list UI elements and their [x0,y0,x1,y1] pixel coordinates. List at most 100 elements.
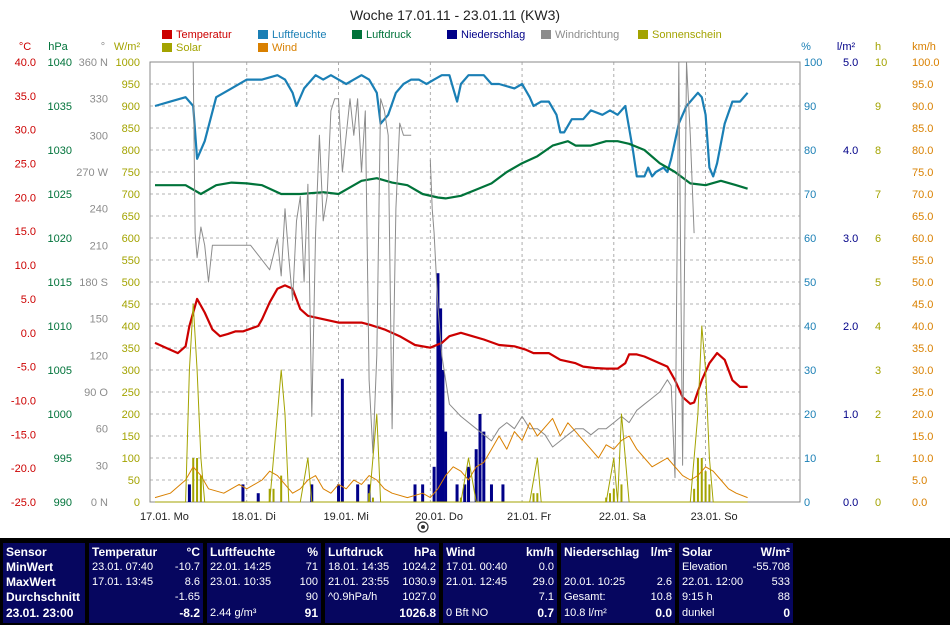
axis-tick-left: 1010 [48,321,72,333]
x-axis-label: 20.01. Do [415,511,463,523]
axis-tick-left: 900 [122,101,140,113]
axis-tick-right: 100.0 [912,57,940,69]
bar-niederschlag [441,370,445,502]
bar-niederschlag [474,449,478,502]
niederschlag-max-time: 20.01. 10:25 [564,576,626,588]
axis-tick-right: 2.0 [843,321,858,333]
axis-tick-right: 85.0 [912,123,933,135]
temperatur-max-time: 17.01. 13:45 [92,576,154,588]
axis-tick-left: 1030 [48,145,72,157]
axis-tick-left: 990 [54,497,72,509]
axis-tick-left: 300 [122,365,140,377]
stats-panel-sensor: Sensor MinWert MaxWert Durchschnitt 23.0… [3,543,85,623]
axis-tick-left: 240 [90,204,108,216]
axis-tick-left: 30.0 [15,125,36,137]
luftdruck-max: 1030.9 [402,576,436,588]
bar-niederschlag [356,484,360,502]
bar-solar [199,475,202,502]
axis-tick-left: 270 W [76,167,108,179]
legend-label: Solar [176,42,202,54]
bar-niederschlag [241,484,245,502]
luftfeuchte-unit: % [307,545,318,559]
solar-sun-hours: 9:15 h [682,591,713,603]
bar-niederschlag [489,484,493,502]
axis-tick-left: 15.0 [15,226,36,238]
luftdruck-min-time: 18.01. 14:35 [328,561,390,573]
stats-panel-wind: Wind km/h 17.01. 00:40 0.0 21.01. 12:45 29.… [443,543,557,623]
temperatur-current: -8.2 [179,606,200,620]
axis-tick-right: 25.0 [912,387,933,399]
series-sonnenschein [155,303,748,503]
bar-niederschlag [455,484,459,502]
axis-tick-left: 1000 [116,57,140,69]
stats-bar: Sensor MinWert MaxWert Durchschnitt 23.0… [0,538,950,625]
bar-niederschlag [256,493,260,502]
bar-solar [272,488,275,502]
temperatur-min: -10.7 [174,561,200,573]
stats-panel-temperatur: Temperatur °C 23.01. 07:40 -10.7 17.01. 13… [89,543,203,623]
axis-unit-left: °C [19,41,31,53]
series-windrichtung [192,61,412,454]
axis-tick-left: -15.0 [11,429,36,441]
axis-tick-right: 40 [804,321,816,333]
avg-row-label: Durchschnitt [6,590,81,604]
axis-unit-left: W/m² [114,41,141,53]
luftfeuchte-avg: 90 [305,591,318,603]
axis-tick-left: 150 [122,431,140,443]
axis-tick-right: 50 [804,277,816,289]
bar-solar [196,458,199,502]
series-windrichtung2 [429,61,695,479]
axis-tick-right: 0 [875,497,881,509]
axis-tick-right: 35.0 [912,343,933,355]
stats-panel-solar: Solar W/m² Elevation -55.708 22.01. 12:00 5… [679,543,793,623]
axis-tick-left: 0 [134,497,140,509]
luftfeuchte-min-time: 22.01. 14:25 [210,561,272,573]
axis-tick-right: 0.0 [843,497,858,509]
solar-state: dunkel [682,607,715,619]
niederschlag-total-label: Gesamt: [564,591,606,603]
axis-tick-left: 650 [122,211,140,223]
axis-tick-right: 9 [875,101,881,113]
axis-tick-right: 4 [875,321,881,333]
bar-niederschlag [482,431,486,502]
legend-swatch [162,30,172,39]
luftdruck-trend: ^0.9hPa/h [328,591,378,603]
scroll-marker-inner [421,525,425,529]
axis-unit-right: h [875,41,881,53]
temperatur-max: 8.6 [184,576,200,588]
luftdruck-current: 1026.8 [399,606,436,620]
axis-tick-left: 0.0 [21,328,36,340]
bar-solar [609,493,611,502]
axis-tick-right: 60.0 [912,233,933,245]
wind-max-time: 21.01. 12:45 [446,576,508,588]
min-row-label: MinWert [6,560,54,574]
axis-tick-left: 1035 [48,101,72,113]
wind-unit: km/h [525,545,554,559]
axis-tick-left: -10.0 [11,395,36,407]
axis-tick-left: 10.0 [15,260,36,272]
wind-avg: 7.1 [538,591,554,603]
solar-unit: W/m² [760,545,790,559]
axis-tick-right: 60 [804,233,816,245]
axis-tick-right: 30 [804,365,816,377]
chart-title: Woche 17.01.11 - 23.01.11 (KW3) [350,7,560,23]
luftfeuchte-max: 100 [299,576,318,588]
axis-tick-left: 500 [122,277,140,289]
axis-tick-right: 2 [875,409,881,421]
solar-avg: 88 [777,591,790,603]
axis-tick-right: 10.0 [912,453,933,465]
temperatur-min-time: 23.01. 07:40 [92,561,154,573]
axis-tick-left: 90 O [84,387,108,399]
luftfeuchte-min: 71 [305,561,318,573]
legend-label: Windrichtung [555,29,619,41]
wind-title: Wind [446,545,476,559]
axis-tick-left: -20.0 [11,463,36,475]
axis-unit-right: km/h [912,41,936,53]
axis-tick-right: 95.0 [912,79,933,91]
axis-tick-right: 70 [804,189,816,201]
axis-tick-left: 450 [122,299,140,311]
axis-tick-left: -5.0 [17,362,36,374]
niederschlag-total: 10.8 [650,591,672,603]
axis-tick-left: 400 [122,321,140,333]
legend-swatch [258,30,268,39]
